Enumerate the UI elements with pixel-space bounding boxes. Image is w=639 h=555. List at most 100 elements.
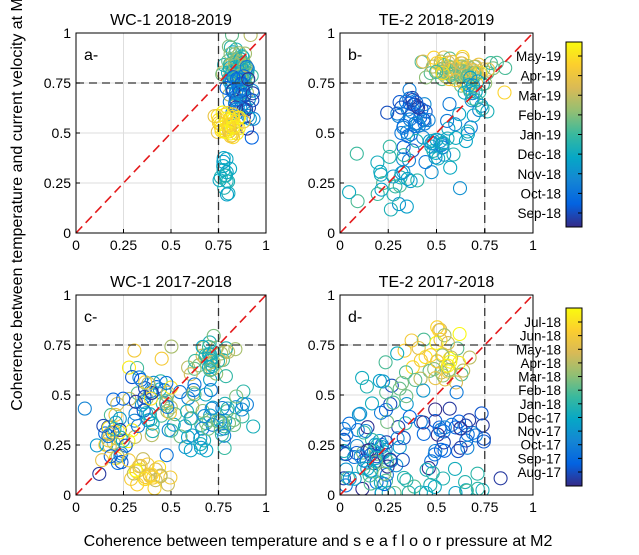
scatter-point xyxy=(443,160,458,175)
scatter-point xyxy=(205,400,220,415)
scatter-point xyxy=(448,485,463,495)
colorbar-label: Dec-17 xyxy=(517,410,561,425)
scatter-point xyxy=(395,452,410,468)
scatter-point xyxy=(465,425,480,440)
scatter-point xyxy=(410,173,425,188)
scatter-point xyxy=(475,101,490,116)
scatter-point xyxy=(396,430,411,445)
one-to-one-line xyxy=(339,32,534,234)
y-tick-label: 0 xyxy=(63,225,71,241)
panel-label: d- xyxy=(348,309,362,326)
scatter-point xyxy=(349,445,364,461)
scatter-point xyxy=(347,449,362,465)
scatter-point xyxy=(201,339,217,354)
scatter-point xyxy=(127,343,142,358)
scatter-point xyxy=(428,443,443,459)
scatter-point xyxy=(416,426,431,441)
scatter-point xyxy=(183,367,198,382)
colorbar-label: Nov-18 xyxy=(517,167,561,182)
colorbar-label: Mar-19 xyxy=(518,88,561,103)
scatter-point xyxy=(143,391,158,406)
scatter-point xyxy=(146,470,161,485)
scatter-point xyxy=(442,401,457,416)
scatter-point xyxy=(435,135,451,150)
scatter-point xyxy=(144,385,159,400)
scatter-point xyxy=(342,416,357,431)
scatter-point xyxy=(454,56,469,71)
scatter-point xyxy=(452,326,467,342)
scatter-point xyxy=(428,371,443,386)
scatter-point xyxy=(245,93,260,108)
scatter-point xyxy=(383,202,398,217)
scatter-point xyxy=(428,150,443,165)
scatter-point xyxy=(444,66,459,81)
scatter-point xyxy=(110,455,125,471)
x-tick-label: 1 xyxy=(262,237,270,253)
scatter-point xyxy=(440,113,455,128)
y-tick-label: 0.25 xyxy=(308,175,335,191)
panel-title: TE-2 2017-2018 xyxy=(379,274,495,291)
scatter-point xyxy=(177,419,193,434)
scatter-point xyxy=(164,339,179,354)
scatter-point xyxy=(382,139,397,154)
scatter-point xyxy=(233,101,248,116)
scatter-point xyxy=(455,49,470,64)
scatter-point xyxy=(179,404,195,419)
x-tick-label: 0 xyxy=(336,499,344,515)
scatter-points xyxy=(207,33,261,202)
scatter-point xyxy=(382,149,397,164)
scatter-point xyxy=(201,412,216,428)
panel-d: 00 0.25 0.25 0.5 0.5 0.75 0.75 1 1 TE-2 2017-2018… xyxy=(308,274,537,515)
scatter-point xyxy=(217,180,232,195)
scatter-point xyxy=(489,55,504,70)
scatter-point xyxy=(377,466,392,481)
one-to-one-line xyxy=(75,294,267,496)
x-tick-label: 0.25 xyxy=(110,237,137,253)
colorbar-label: Jun-18 xyxy=(520,329,561,344)
scatter-point xyxy=(219,187,235,202)
shared-x-axis-label: Coherence between temperature and s e a … xyxy=(84,533,553,550)
scatter-point xyxy=(92,466,107,481)
scatter-point xyxy=(440,358,455,373)
scatter-point xyxy=(340,462,354,477)
scatter-point xyxy=(340,433,351,448)
scatter-point xyxy=(376,176,391,191)
scatter-point xyxy=(451,355,467,370)
scatter-point xyxy=(448,117,463,132)
scatter-point xyxy=(221,39,236,54)
scatter-point xyxy=(433,332,448,347)
x-tick-label: 0.75 xyxy=(471,237,498,253)
scatter-point xyxy=(215,105,230,120)
y-tick-label: 0 xyxy=(327,487,335,503)
scatter-point xyxy=(351,407,366,422)
scatter-point xyxy=(226,417,242,433)
panel-label: b- xyxy=(348,47,362,64)
scatter-point xyxy=(398,365,414,380)
scatter-point xyxy=(226,119,241,134)
scatter-point xyxy=(452,181,468,196)
scatter-point xyxy=(436,435,451,450)
scatter-point xyxy=(197,409,212,424)
colorbar-label: Jul-18 xyxy=(524,315,561,330)
panel-a: 00 0.25 0.25 0.5 0.5 0.75 0.75 1 1 WC-1 2018-2019… xyxy=(44,12,270,253)
scatter-point xyxy=(122,391,137,406)
scatter-point xyxy=(121,360,137,375)
colorbar-label: Jan-18 xyxy=(520,397,561,412)
colorbar-label: May-18 xyxy=(516,342,561,357)
scatter-point xyxy=(449,385,464,400)
scatter-point xyxy=(436,471,451,486)
colorbar-label: Mar-18 xyxy=(518,370,561,385)
scatter-point xyxy=(441,121,456,136)
scatter-point xyxy=(187,377,202,392)
scatter-point xyxy=(342,471,357,486)
x-tick-label: 0.5 xyxy=(161,499,181,515)
scatter-point xyxy=(140,457,155,472)
colorbar-label: Aug-17 xyxy=(517,465,561,480)
y-tick-label: 0.5 xyxy=(316,125,336,141)
scatter-point xyxy=(349,146,364,161)
scatter-point xyxy=(470,481,485,495)
scatter-point xyxy=(421,461,436,476)
scatter-point xyxy=(217,396,232,411)
